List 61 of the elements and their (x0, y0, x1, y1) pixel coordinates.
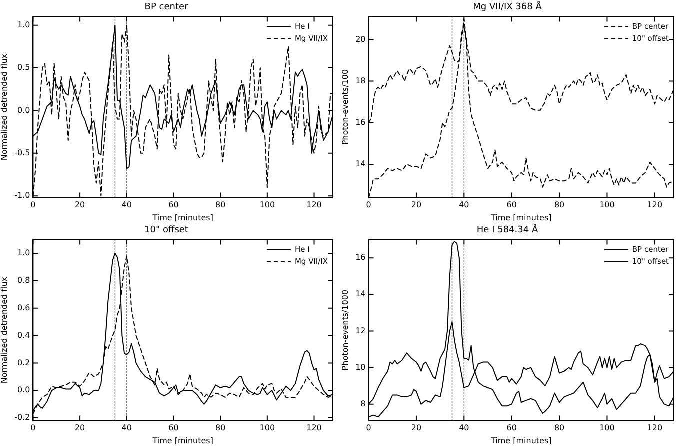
y-tick-label: 0.0 (17, 106, 30, 115)
x-tick-label: 40 (122, 200, 132, 210)
y-axis-title: Normalized detrended flux (0, 276, 9, 384)
x-tick-label: 40 (459, 200, 470, 210)
x-tick-label: 40 (459, 424, 470, 433)
y-tick-label: 0.6 (17, 303, 30, 312)
y-tick-label: 1.0 (17, 20, 30, 30)
x-tick-label: 120 (647, 424, 663, 433)
y-tick-label: 18 (356, 76, 366, 86)
x-tick-label: 100 (260, 200, 276, 210)
x-tick-label: 60 (506, 424, 517, 433)
y-tick-label: 10 (356, 362, 366, 372)
x-axis-title: Time [minutes] (490, 213, 552, 222)
y-axis-title: Normalized detrended flux (0, 54, 9, 161)
y-tick-label: 0.8 (17, 276, 30, 286)
x-tick-label: 0 (366, 200, 372, 210)
x-tick-label: 40 (122, 424, 132, 433)
y-tick-label: 8 (360, 399, 366, 408)
y-tick-label: 0.0 (17, 386, 30, 395)
x-tick-label: 20 (74, 200, 86, 210)
x-tick-label: 60 (506, 200, 517, 210)
x-tick-label: 80 (215, 424, 226, 433)
y-tick-label: 14 (356, 290, 366, 299)
chart-title: 10" offset (144, 226, 189, 236)
x-tick-label: 20 (411, 200, 422, 210)
x-tick-label: 20 (74, 424, 86, 433)
y-tick-label: -1.0 (14, 191, 30, 200)
x-tick-label: 120 (306, 200, 322, 210)
x-tick-label: 0 (30, 200, 36, 210)
y-tick-label: 0.5 (17, 63, 30, 72)
x-tick-label: 20 (411, 424, 422, 433)
x-tick-label: 80 (554, 424, 565, 433)
y-tick-label: 14 (356, 160, 366, 169)
y-tick-label: 16 (356, 118, 366, 127)
y-tick-label: 12 (356, 326, 366, 336)
x-tick-label: 120 (306, 424, 322, 433)
y-tick-label: 20 (356, 34, 366, 44)
x-tick-label: 80 (554, 200, 565, 210)
y-tick-label: 16 (356, 253, 366, 262)
y-tick-label: -0.2 (14, 413, 30, 422)
x-tick-label: 100 (600, 424, 615, 433)
y-tick-label: 1.0 (17, 248, 30, 258)
x-tick-label: 120 (647, 200, 663, 210)
chart-title: BP center (144, 2, 189, 13)
x-axis-title: Time [minutes] (490, 436, 552, 446)
x-axis-title: Time [minutes] (152, 213, 214, 222)
x-tick-label: 80 (215, 200, 226, 210)
y-axis-title: Photon-events/100 (340, 69, 350, 146)
x-tick-label: 60 (168, 200, 179, 210)
chart-title: Mg VII/IX 368 Å (473, 0, 543, 13)
x-tick-label: 100 (600, 200, 615, 210)
x-tick-label: 0 (30, 424, 36, 433)
x-tick-label: 100 (260, 424, 276, 433)
x-tick-label: 0 (366, 424, 372, 433)
y-axis-title: Photon-events/1000 (340, 290, 350, 371)
y-tick-label: -0.5 (14, 148, 30, 158)
y-tick-label: 0.2 (17, 358, 30, 368)
x-tick-label: 60 (168, 424, 179, 433)
y-tick-label: 0.4 (17, 330, 30, 340)
chart-title: He I 584.34 Å (476, 224, 539, 236)
x-axis-title: Time [minutes] (152, 436, 214, 446)
